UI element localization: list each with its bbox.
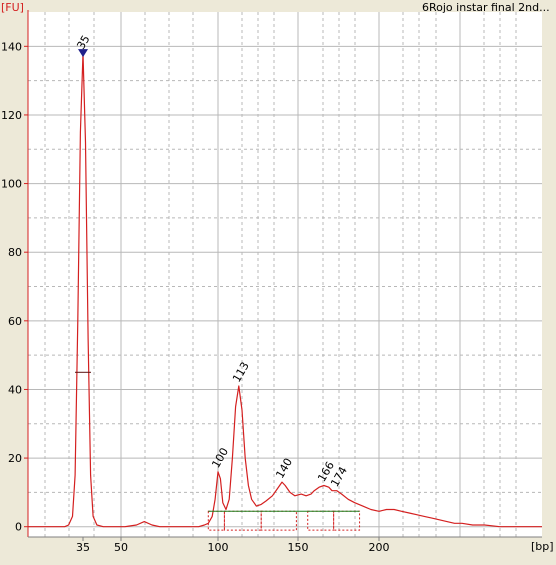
x-tick-label: 35	[76, 541, 90, 554]
y-tick-label: 100	[1, 178, 22, 191]
x-tick-label: 200	[369, 541, 390, 554]
trace-line	[28, 52, 542, 528]
y-tick-label: 20	[8, 452, 22, 465]
y-tick-label: 40	[8, 383, 22, 396]
y-tick-label: 60	[8, 315, 22, 328]
x-tick-label: 100	[208, 541, 229, 554]
y-tick-label: 140	[1, 40, 22, 53]
x-tick-label: 50	[114, 541, 128, 554]
y-tick-label: 0	[15, 521, 22, 534]
y-tick-label: 120	[1, 109, 22, 122]
x-unit-label: [bp]	[531, 540, 554, 553]
axis-layer	[24, 10, 542, 541]
y-unit-label: [FU]	[1, 1, 24, 14]
peak-label: 35	[74, 33, 92, 52]
x-tick-label: 150	[288, 541, 309, 554]
grid-layer	[28, 12, 542, 537]
ladder-marker-triangle	[78, 49, 88, 58]
chart-title: 6Rojo instar final 2nd...	[422, 1, 550, 14]
y-tick-label: 80	[8, 246, 22, 259]
plot-background	[28, 12, 542, 537]
integration-region	[223, 510, 262, 531]
trace-layer	[28, 49, 542, 528]
